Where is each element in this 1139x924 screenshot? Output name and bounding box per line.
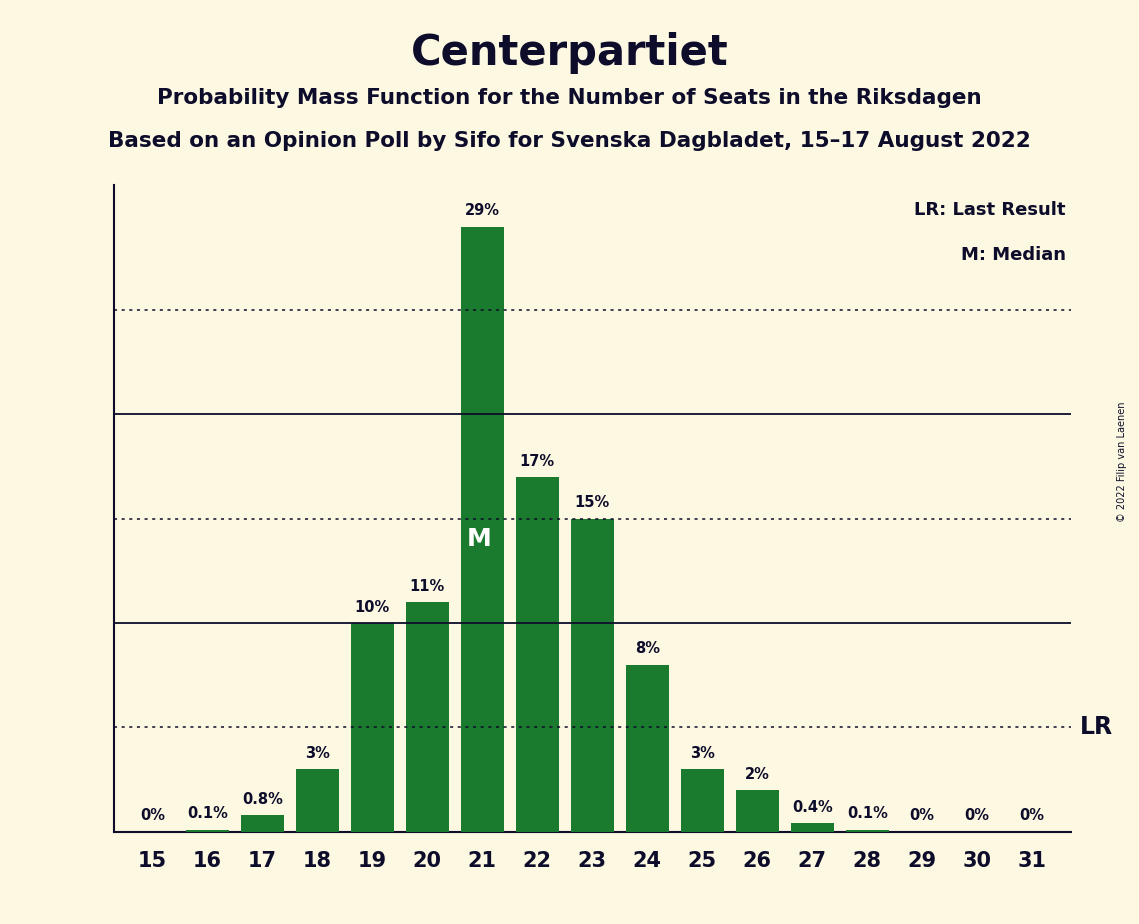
Bar: [736, 790, 779, 832]
Bar: [296, 769, 338, 832]
Bar: [241, 815, 284, 832]
Bar: [625, 664, 669, 832]
Bar: [405, 602, 449, 832]
Text: 8%: 8%: [634, 641, 659, 656]
Text: 11%: 11%: [410, 578, 445, 594]
Text: Centerpartiet: Centerpartiet: [411, 32, 728, 74]
Text: 3%: 3%: [305, 746, 330, 760]
Text: LR: Last Result: LR: Last Result: [915, 201, 1066, 219]
Text: Based on an Opinion Poll by Sifo for Svenska Dagbladet, 15–17 August 2022: Based on an Opinion Poll by Sifo for Sve…: [108, 131, 1031, 152]
Text: 0.4%: 0.4%: [792, 800, 833, 815]
Bar: [846, 830, 888, 832]
Text: 0%: 0%: [140, 808, 165, 823]
Text: 0.1%: 0.1%: [846, 806, 887, 821]
Text: 29%: 29%: [465, 203, 500, 218]
Text: © 2022 Filip van Laenen: © 2022 Filip van Laenen: [1117, 402, 1126, 522]
Text: 0.8%: 0.8%: [241, 792, 282, 807]
Text: 17%: 17%: [519, 454, 555, 468]
Text: 0.1%: 0.1%: [187, 806, 228, 821]
Bar: [461, 226, 503, 832]
Text: 3%: 3%: [690, 746, 714, 760]
Bar: [681, 769, 723, 832]
Text: 15%: 15%: [575, 495, 609, 510]
Bar: [571, 518, 614, 832]
Text: 0%: 0%: [965, 808, 990, 823]
Text: M: Median: M: Median: [961, 246, 1066, 264]
Text: M: M: [467, 528, 492, 552]
Text: 10%: 10%: [354, 600, 390, 614]
Text: 0%: 0%: [910, 808, 935, 823]
Bar: [351, 623, 394, 832]
Text: Probability Mass Function for the Number of Seats in the Riksdagen: Probability Mass Function for the Number…: [157, 88, 982, 108]
Bar: [790, 823, 834, 832]
Text: 2%: 2%: [745, 767, 770, 782]
Text: 0%: 0%: [1019, 808, 1044, 823]
Bar: [516, 477, 559, 832]
Text: LR: LR: [1080, 715, 1113, 739]
Bar: [186, 830, 229, 832]
